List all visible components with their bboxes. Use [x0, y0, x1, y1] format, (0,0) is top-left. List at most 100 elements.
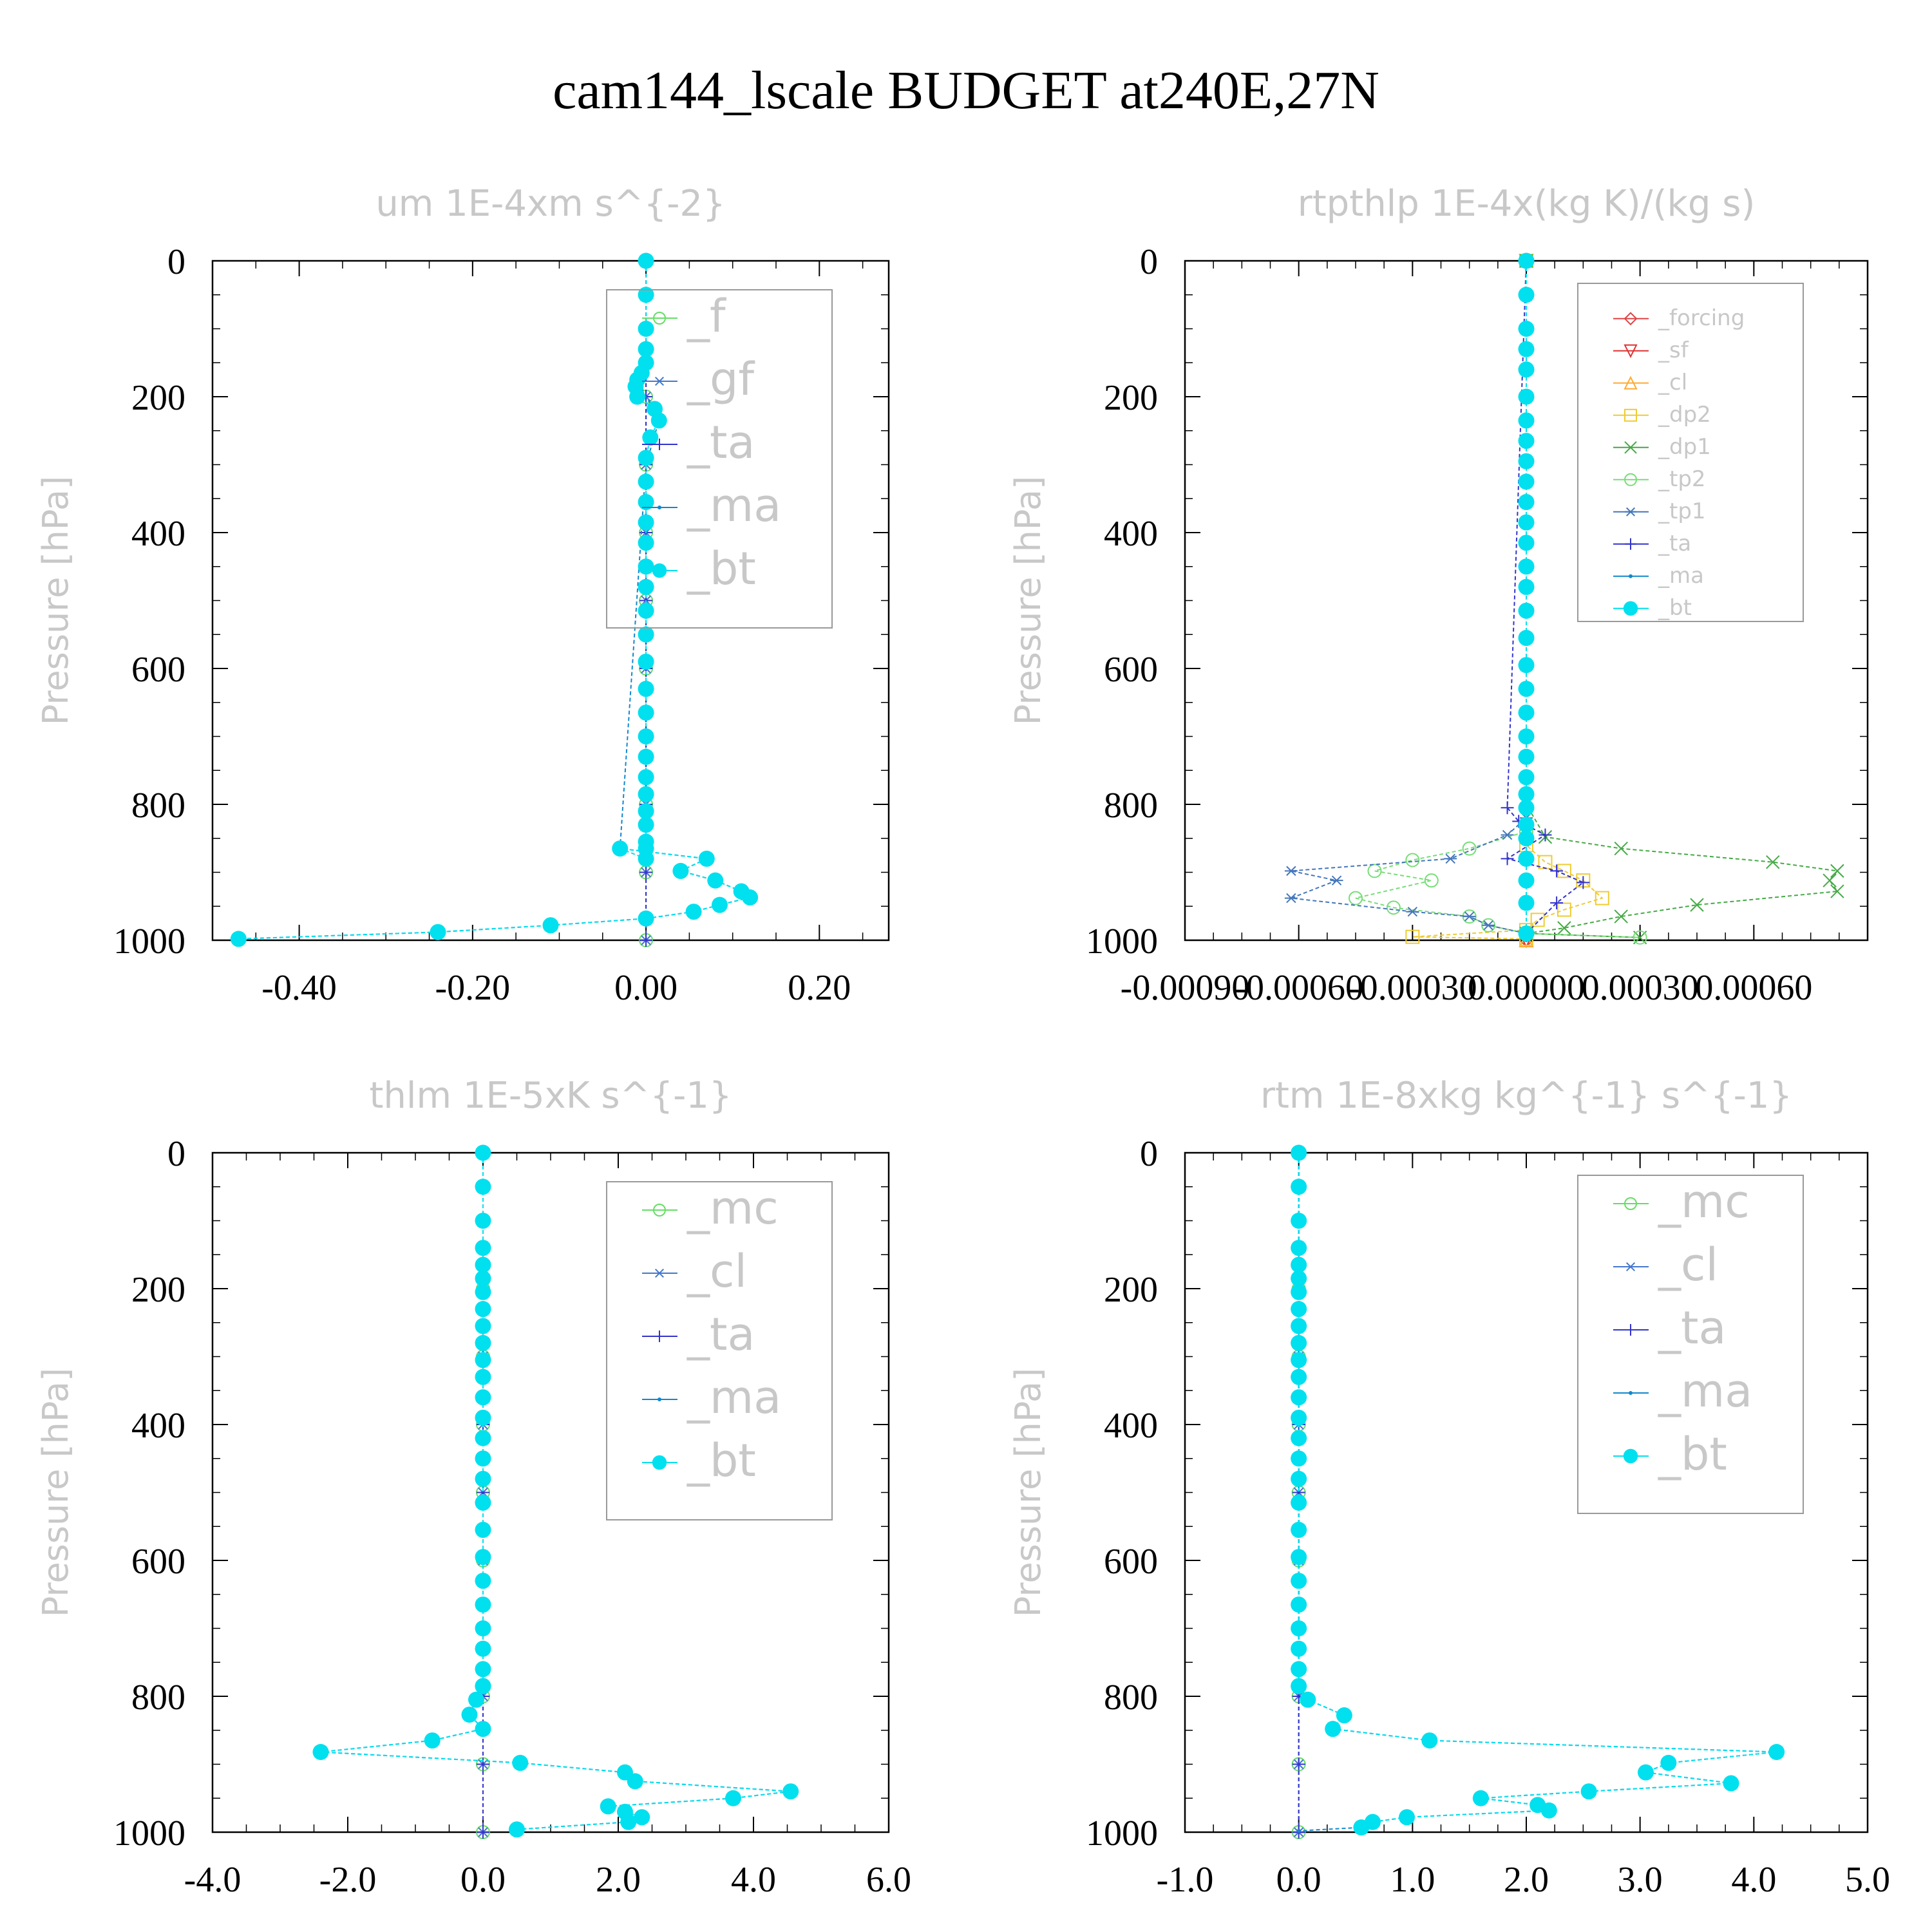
data-point [1367, 864, 1382, 878]
legend-label: _cl [687, 1245, 747, 1298]
legend-entry: _mc [1613, 1175, 1750, 1228]
legend-entry: _ta [642, 416, 755, 469]
data-point [600, 1798, 616, 1815]
data-point [1291, 1640, 1307, 1657]
legend-marker [1624, 344, 1638, 359]
data-point [685, 904, 702, 920]
data-point [1405, 853, 1420, 867]
data-point [477, 1826, 489, 1839]
legend-label: _ta [687, 1308, 755, 1361]
x-tick-label: 5.0 [1845, 1860, 1890, 1900]
data-point [1550, 864, 1564, 878]
data-point [1291, 1318, 1307, 1334]
x-tick-label: 1.0 [1390, 1860, 1435, 1900]
data-point [1291, 1470, 1307, 1487]
data-point [638, 786, 654, 802]
data-point [1291, 1334, 1307, 1351]
data-point [475, 1389, 491, 1406]
data-point [612, 840, 629, 857]
data-point [1830, 884, 1844, 898]
figure-title: cam144_lscale BUDGET at240E,27N [553, 61, 1379, 120]
data-point [1518, 895, 1535, 911]
data-point [1595, 891, 1609, 905]
data-point [1614, 841, 1628, 856]
data-point [1830, 864, 1844, 878]
legend-label: _ma [687, 479, 781, 532]
data-point [475, 1430, 491, 1446]
data-point [1518, 728, 1535, 744]
legend-marker [1624, 441, 1637, 454]
data-point [1580, 1783, 1597, 1800]
data-point [1768, 1744, 1785, 1761]
data-point [1766, 855, 1780, 869]
y-tick-label: 600 [1104, 1542, 1158, 1582]
x-tick-label: 0.00000 [1468, 968, 1585, 1008]
data-point [638, 341, 654, 357]
data-point [1540, 1802, 1557, 1819]
data-point [1518, 453, 1535, 469]
legend-marker [1623, 1448, 1638, 1464]
data-point [1518, 657, 1535, 674]
y-tick-label: 200 [131, 1270, 185, 1310]
data-point [638, 558, 654, 575]
data-point [1406, 906, 1419, 917]
legend: _f _gf _ta _ma _bt [606, 289, 833, 629]
data-point [1300, 1691, 1316, 1708]
data-point [742, 889, 759, 906]
data-point [1518, 341, 1535, 357]
data-point [468, 1691, 484, 1708]
y-tick-label: 1000 [1086, 922, 1158, 961]
data-point [639, 866, 653, 879]
data-point [475, 1661, 491, 1678]
y-tick-label: 800 [1104, 1678, 1158, 1718]
data-point [1518, 850, 1535, 867]
legend-marker [653, 1204, 666, 1217]
data-point [1518, 287, 1535, 303]
data-point [1291, 1522, 1307, 1539]
y-tick-label: 1000 [113, 922, 185, 961]
data-point [629, 388, 646, 405]
data-point [1501, 852, 1514, 866]
data-point [1349, 891, 1363, 905]
data-point [475, 1256, 491, 1273]
data-point [620, 1814, 637, 1830]
legend-marker [654, 1331, 665, 1342]
x-tick-label: 0.0 [460, 1860, 506, 1900]
legend-marker [1624, 473, 1637, 486]
legend-marker [1625, 507, 1636, 516]
y-tick-label: 0 [1140, 242, 1158, 282]
data-point [672, 862, 689, 879]
legend-entry: _forcing [1613, 305, 1745, 331]
y-tick-label: 600 [1104, 650, 1158, 690]
y-tick-label: 1000 [113, 1814, 185, 1853]
data-point [475, 1301, 491, 1318]
data-point [627, 1773, 643, 1790]
legend-label: _dp1 [1658, 434, 1711, 460]
y-tick-label: 200 [1104, 1270, 1158, 1310]
data-point [1291, 1144, 1307, 1161]
data-point [475, 1240, 491, 1256]
data-point [1823, 873, 1837, 887]
y-tick-label: 1000 [1086, 1814, 1158, 1853]
legend-label: _ma [687, 1371, 781, 1424]
legend-marker [653, 312, 666, 325]
legend-entry: _dp1 [1613, 434, 1711, 460]
data-point [1518, 925, 1535, 942]
data-point [1633, 930, 1647, 945]
legend-marker [1624, 375, 1638, 390]
y-axis-label: Pressure [hPa] [35, 1368, 76, 1617]
data-point [1518, 433, 1535, 450]
x-tick-label: 2.0 [596, 1860, 641, 1900]
legend-entry: _ma [642, 1371, 781, 1424]
data-point [1530, 913, 1545, 927]
data-point [1518, 705, 1535, 721]
legend: _mc _cl _ta _ma _bt [1577, 1175, 1804, 1514]
x-tick-label: 0.00 [614, 968, 677, 1008]
x-tick-label: 2.0 [1504, 1860, 1549, 1900]
legend-entry: _cl [1613, 1238, 1718, 1291]
data-point [707, 872, 724, 889]
data-point [1577, 876, 1590, 889]
data-point [1557, 921, 1571, 935]
legend-entry: _ma [642, 479, 781, 532]
